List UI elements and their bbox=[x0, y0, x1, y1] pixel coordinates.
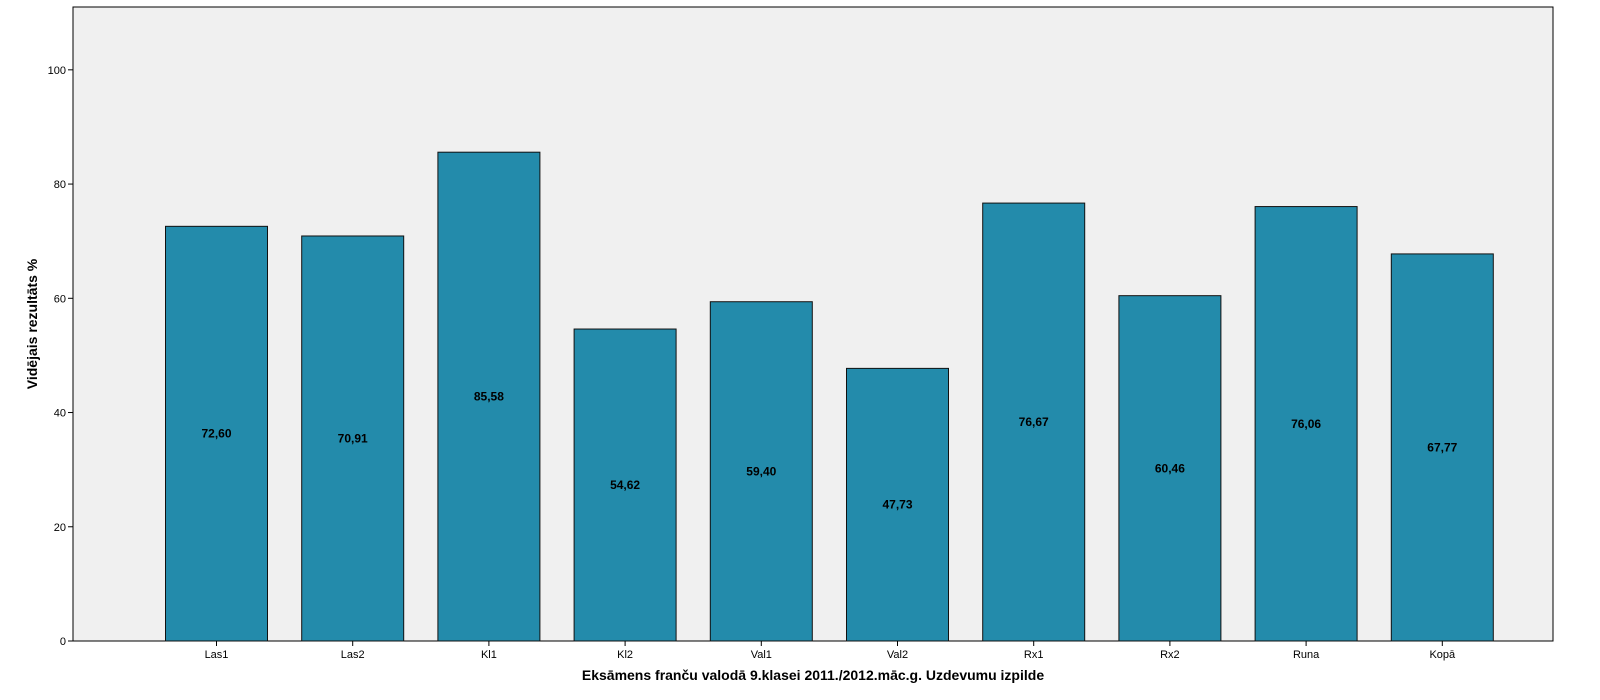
y-axis: 0 20 40 60 80 100 bbox=[48, 65, 73, 648]
bar bbox=[1390, 253, 1494, 642]
bar bbox=[573, 328, 677, 642]
y-tick-label: 20 bbox=[54, 522, 66, 534]
bar bbox=[437, 151, 541, 642]
bar bbox=[301, 235, 405, 642]
x-tick-label: Kl2 bbox=[617, 649, 633, 661]
bar-data-label: 67,77 bbox=[1427, 440, 1457, 454]
y-tick-label: 80 bbox=[54, 179, 66, 191]
x-tick-label: Rx2 bbox=[1160, 649, 1180, 661]
bar-data-label: 59,40 bbox=[746, 464, 776, 478]
bar bbox=[1118, 295, 1222, 642]
bar-data-label: 85,58 bbox=[474, 390, 504, 404]
y-tick-label: 40 bbox=[54, 408, 66, 420]
x-tick-label: Kl1 bbox=[481, 649, 497, 661]
x-axis-title: Eksāmens franču valodā 9.klasei 2011./20… bbox=[582, 667, 1044, 683]
x-tick-label: Runa bbox=[1293, 649, 1320, 661]
bar-data-label: 72,60 bbox=[201, 427, 231, 441]
y-axis-title: Vidējais rezultāts % bbox=[24, 258, 40, 389]
bar bbox=[709, 301, 813, 642]
x-tick-label: Val2 bbox=[887, 649, 908, 661]
bar-data-label: 60,46 bbox=[1155, 461, 1185, 475]
bar-data-label: 47,73 bbox=[882, 498, 912, 512]
x-tick-label: Rx1 bbox=[1024, 649, 1044, 661]
bar-data-label: 76,67 bbox=[1019, 415, 1049, 429]
y-tick-label: 0 bbox=[60, 636, 66, 648]
bar bbox=[846, 367, 949, 642]
bar-data-label: 76,06 bbox=[1291, 417, 1321, 431]
bar-data-label: 54,62 bbox=[610, 478, 640, 492]
bar bbox=[165, 225, 268, 642]
x-axis: Las1 Las2 Kl1 Kl2 Val1 Val2 Rx1 Rx2 Runa Kopā bbox=[205, 641, 1456, 661]
bars: 72,60 70,91 85,58 54,62 59,40 47,73 76,67 60,46… bbox=[165, 151, 1494, 642]
y-tick-label: 60 bbox=[54, 293, 66, 305]
x-tick-label: Kopā bbox=[1429, 649, 1456, 661]
bar-data-label: 70,91 bbox=[338, 431, 368, 445]
y-tick-label: 100 bbox=[48, 65, 66, 77]
bar bbox=[1254, 206, 1358, 642]
x-tick-label: Las1 bbox=[205, 649, 229, 661]
x-tick-label: Las2 bbox=[341, 649, 365, 661]
x-tick-label: Val1 bbox=[751, 649, 772, 661]
